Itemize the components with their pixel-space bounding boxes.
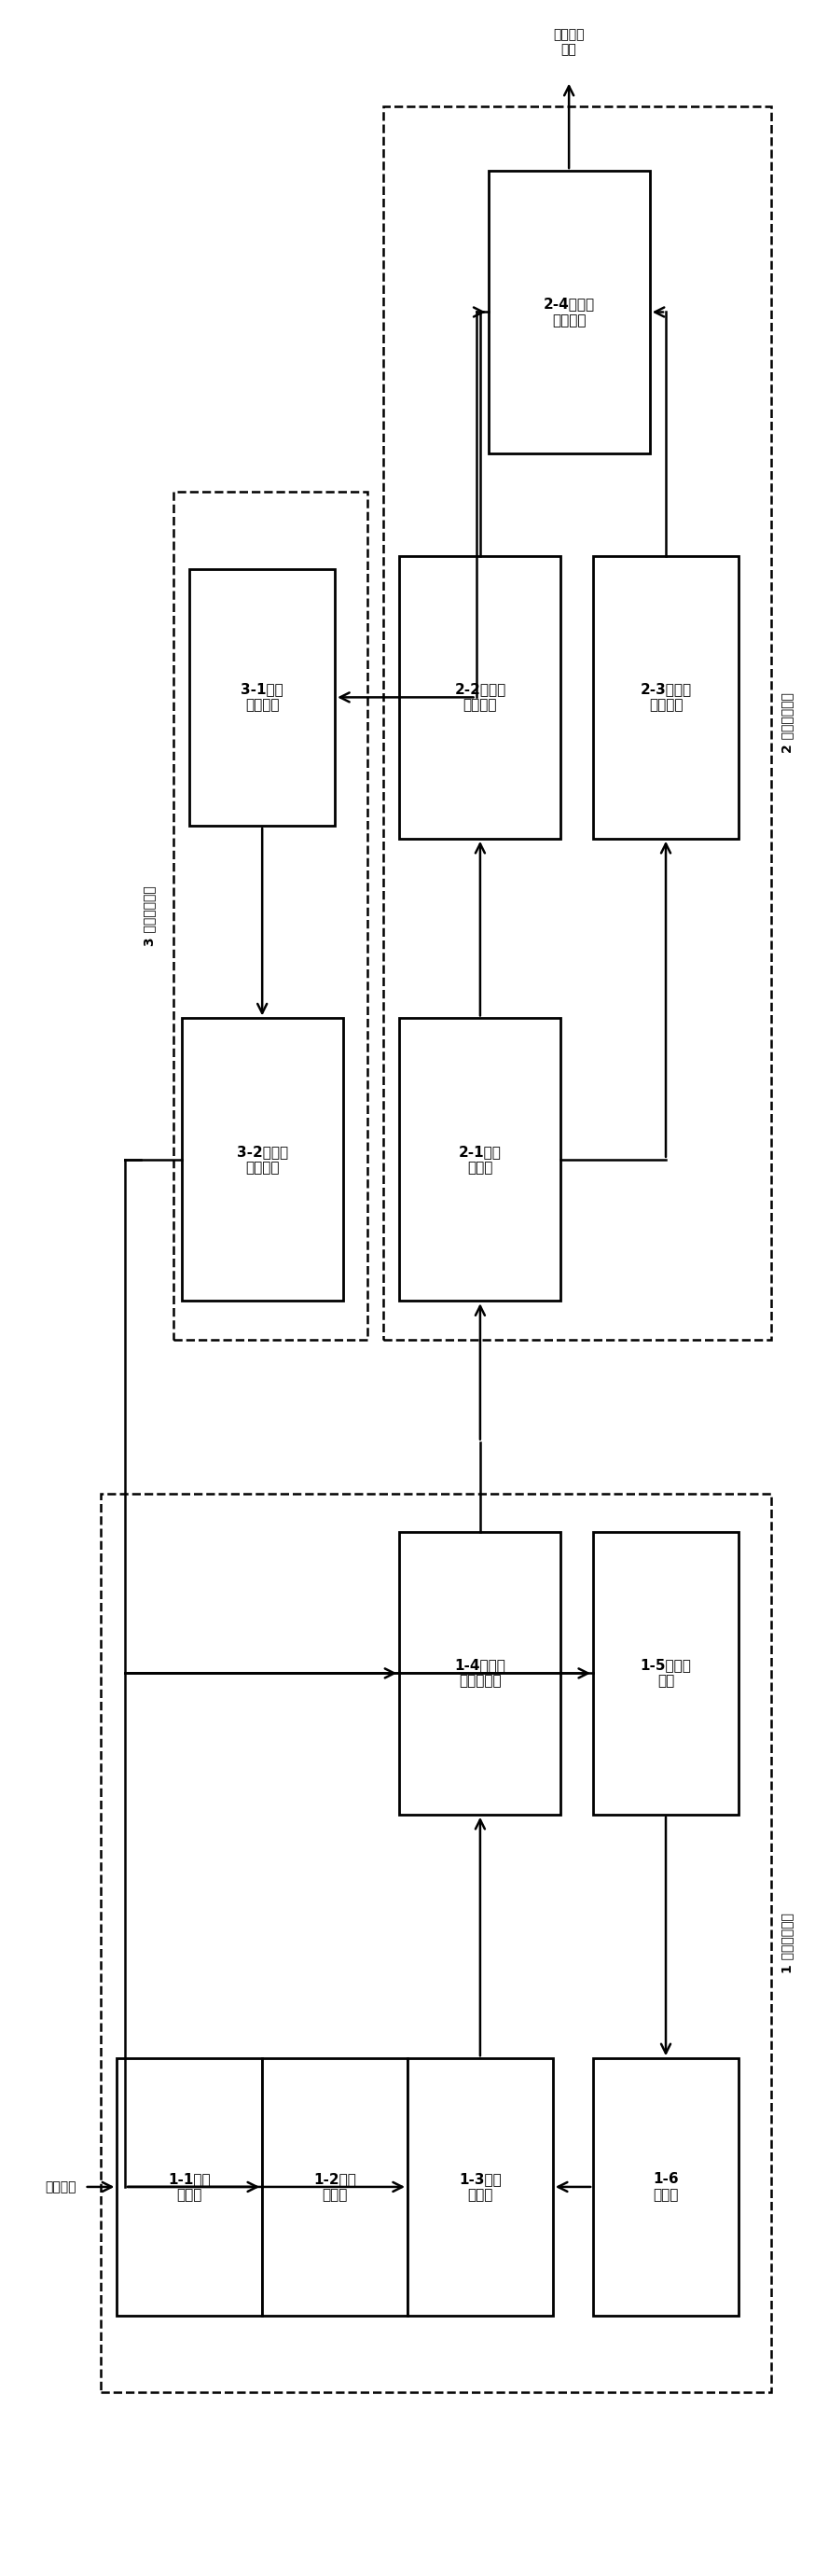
FancyBboxPatch shape: [190, 569, 335, 827]
FancyBboxPatch shape: [399, 1018, 561, 1301]
FancyBboxPatch shape: [408, 2058, 553, 2316]
Text: 输入信号: 输入信号: [45, 2179, 76, 2192]
FancyBboxPatch shape: [488, 170, 650, 453]
Text: 1-1步进
衰减器: 1-1步进 衰减器: [168, 2172, 211, 2202]
Text: 2-4信息运
算处理器: 2-4信息运 算处理器: [544, 296, 595, 327]
Text: 测试结果
显示: 测试结果 显示: [553, 28, 584, 57]
Text: 2-2频域数
据处理器: 2-2频域数 据处理器: [455, 683, 506, 714]
FancyBboxPatch shape: [182, 1018, 343, 1301]
Text: 1-3基波
混频器: 1-3基波 混频器: [459, 2172, 501, 2202]
Text: 2 信号处理单元: 2 信号处理单元: [781, 693, 794, 752]
Text: 3-1参数
预处理器: 3-1参数 预处理器: [241, 683, 284, 714]
FancyBboxPatch shape: [399, 1533, 561, 1814]
Text: 1-4可变带
宽预滤波器: 1-4可变带 宽预滤波器: [455, 1659, 506, 1687]
Text: 2-3时域数
据处理器: 2-3时域数 据处理器: [640, 683, 691, 714]
Text: 1 信号接收单元: 1 信号接收单元: [781, 1911, 794, 1973]
Text: 1-2开关
放大器: 1-2开关 放大器: [314, 2172, 356, 2202]
FancyBboxPatch shape: [593, 556, 738, 840]
FancyBboxPatch shape: [262, 2058, 408, 2316]
FancyBboxPatch shape: [593, 1533, 738, 1814]
Text: 1-6
倍频器: 1-6 倍频器: [653, 2172, 679, 2202]
FancyBboxPatch shape: [593, 2058, 738, 2316]
Text: 3-2自动规
则处理器: 3-2自动规 则处理器: [236, 1144, 288, 1175]
FancyBboxPatch shape: [399, 556, 561, 840]
Text: 1-5可调谐
本振: 1-5可调谐 本振: [641, 1659, 691, 1687]
Text: 3 规则处理单元: 3 规则处理单元: [143, 886, 156, 945]
FancyBboxPatch shape: [117, 2058, 262, 2316]
Text: 2-1模数
转换器: 2-1模数 转换器: [459, 1144, 501, 1175]
